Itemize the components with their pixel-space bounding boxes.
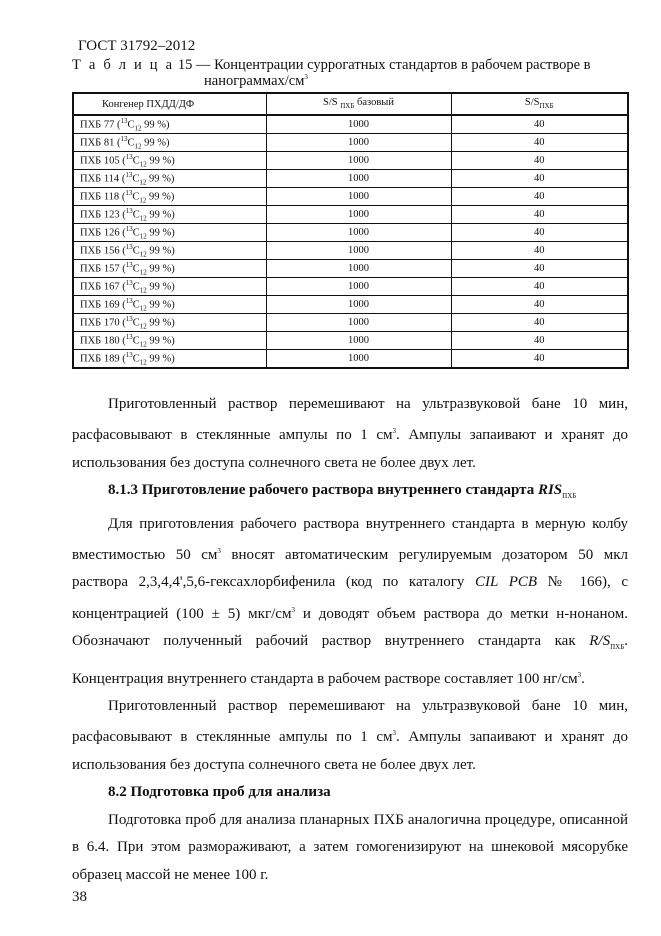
cell-value: 40: [450, 205, 629, 224]
table-row: ПХБ 180 (13C12 99 %) 1000 40: [72, 331, 629, 350]
document-header: ГОСТ 31792–2012: [78, 38, 196, 54]
cell-base: 1000: [265, 114, 452, 134]
table-row: ПХБ 118 (13C12 99 %) 1000 40: [72, 187, 629, 206]
cell-base: 1000: [265, 151, 452, 170]
cell-base: 1000: [265, 223, 452, 242]
cell-base: 1000: [265, 205, 452, 224]
cell-base: 1000: [265, 259, 452, 278]
table-row: ПХБ 77 (13C12 99 %) 1000 40: [72, 114, 629, 134]
table-row: ПХБ 169 (13C12 99 %) 1000 40: [72, 295, 629, 314]
cell-congener: ПХБ 114 (13C12 99 %): [72, 169, 267, 188]
table-row: ПХБ 167 (13C12 99 %) 1000 40: [72, 277, 629, 296]
table-row: ПХБ 170 (13C12 99 %) 1000 40: [72, 313, 629, 332]
cell-congener: ПХБ 180 (13C12 99 %): [72, 331, 267, 350]
table-row: ПХБ 126 (13C12 99 %) 1000 40: [72, 223, 629, 242]
section-heading-8-1-3: 8.1.3 Приготовление рабочего раствора вн…: [108, 482, 577, 501]
cell-congener: ПХБ 156 (13C12 99 %): [72, 241, 267, 260]
table-row: ПХБ 105 (13C12 99 %) 1000 40: [72, 151, 629, 170]
table-caption-line2: нанограммах/см3: [204, 73, 308, 89]
column-header-congener: Конгенер ПХДД/ДФ: [72, 92, 267, 116]
cell-congener: ПХБ 170 (13C12 99 %): [72, 313, 267, 332]
cell-congener: ПХБ 81 (13C12 99 %): [72, 133, 267, 152]
cell-base: 1000: [265, 331, 452, 350]
table-row: ПХБ 156 (13C12 99 %) 1000 40: [72, 241, 629, 260]
cell-congener: ПХБ 169 (13C12 99 %): [72, 295, 267, 314]
cell-congener: ПХБ 77 (13C12 99 %): [72, 114, 267, 134]
document-body: Приготовленный раствор перемешивают на у…: [72, 391, 628, 889]
cell-congener: ПХБ 157 (13C12 99 %): [72, 259, 267, 278]
table-row: ПХБ 189 (13C12 99 %) 1000 40: [72, 349, 629, 369]
surrogate-standards-table: Конгенер ПХДД/ДФ S/S ПХБ базовый S/SПХБ …: [72, 92, 629, 369]
table-caption: Т а б л и ц а 15 — Концентрации суррогат…: [72, 57, 591, 73]
cell-base: 1000: [265, 241, 452, 260]
paragraph: Подготовка проб для анализа планарных ПХ…: [72, 811, 628, 883]
table-header-row: Конгенер ПХДД/ДФ S/S ПХБ базовый S/SПХБ: [72, 92, 629, 116]
cell-congener: ПХБ 105 (13C12 99 %): [72, 151, 267, 170]
cell-value: 40: [450, 241, 629, 260]
cell-value: 40: [450, 277, 629, 296]
cell-value: 40: [450, 259, 629, 278]
cell-value: 40: [450, 331, 629, 350]
cell-congener: ПХБ 126 (13C12 99 %): [72, 223, 267, 242]
paragraph: Приготовленный раствор перемешивают на у…: [72, 396, 628, 471]
cell-base: 1000: [265, 349, 452, 369]
cell-value: 40: [450, 313, 629, 332]
paragraph: Для приготовления рабочего раствора внут…: [72, 515, 628, 687]
cell-congener: ПХБ 167 (13C12 99 %): [72, 277, 267, 296]
cell-base: 1000: [265, 133, 452, 152]
cell-congener: ПХБ 189 (13C12 99 %): [72, 349, 267, 369]
cell-value: 40: [450, 223, 629, 242]
table-row: ПХБ 114 (13C12 99 %) 1000 40: [72, 169, 629, 188]
cell-value: 40: [450, 295, 629, 314]
cell-base: 1000: [265, 295, 452, 314]
cell-base: 1000: [265, 169, 452, 188]
cell-value: 40: [450, 349, 629, 369]
table-row: ПХБ 157 (13C12 99 %) 1000 40: [72, 259, 629, 278]
cell-congener: ПХБ 118 (13C12 99 %): [72, 187, 267, 206]
paragraph: Приготовленный раствор перемешивают на у…: [72, 698, 628, 773]
table-row: ПХБ 81 (13C12 99 %) 1000 40: [72, 133, 629, 152]
column-header-base: S/S ПХБ базовый: [265, 92, 452, 116]
page-number: 38: [72, 889, 87, 905]
cell-base: 1000: [265, 187, 452, 206]
cell-value: 40: [450, 187, 629, 206]
cell-base: 1000: [265, 313, 452, 332]
cell-value: 40: [450, 114, 629, 134]
table-row: ПХБ 123 (13C12 99 %) 1000 40: [72, 205, 629, 224]
section-heading-8-2: 8.2 Подготовка проб для анализа: [108, 784, 331, 801]
cell-base: 1000: [265, 277, 452, 296]
column-header-value: S/SПХБ: [450, 92, 629, 116]
cell-value: 40: [450, 133, 629, 152]
cell-value: 40: [450, 151, 629, 170]
cell-value: 40: [450, 169, 629, 188]
cell-congener: ПХБ 123 (13C12 99 %): [72, 205, 267, 224]
